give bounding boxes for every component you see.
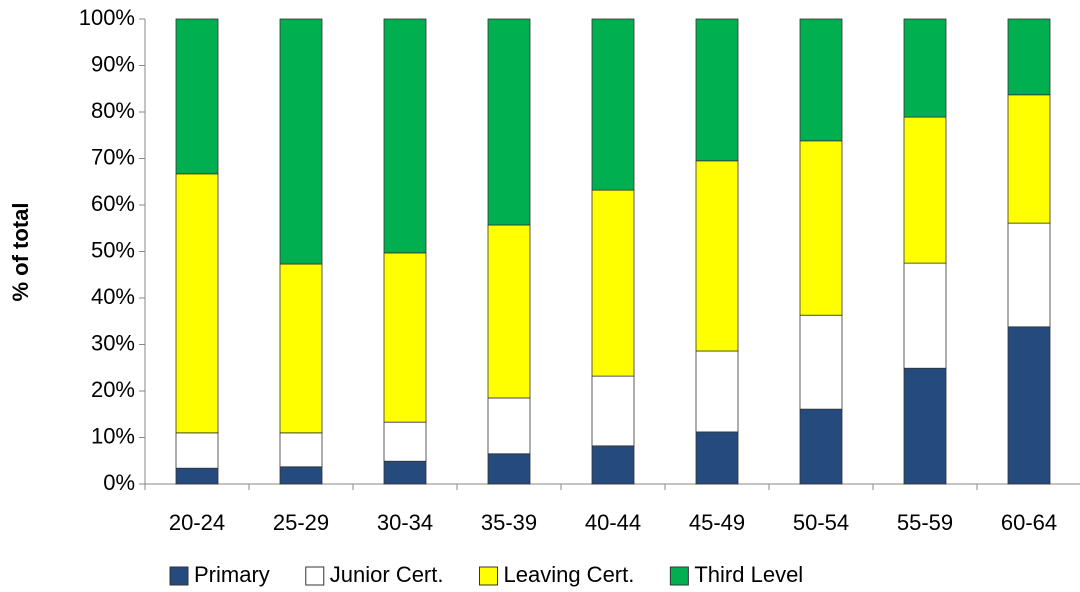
x-tick-label: 35-39 [481, 510, 537, 535]
bar-segment [279, 432, 323, 468]
x-tick-label: 60-64 [1001, 510, 1057, 535]
legend-swatch [669, 566, 689, 586]
y-tick-label: 80% [91, 98, 135, 123]
bar-segment [279, 18, 323, 265]
y-tick-label: 20% [91, 377, 135, 402]
legend-swatch [479, 566, 498, 586]
legend-swatch [305, 566, 325, 586]
bar-segment [175, 432, 219, 469]
bar-segment [279, 466, 323, 485]
y-tick-label: 70% [91, 144, 135, 169]
x-tick-label: 55-59 [897, 510, 953, 535]
bar-segment [487, 18, 531, 226]
bar-segment [1007, 94, 1051, 224]
bar-segment [279, 263, 323, 434]
bar-segment [383, 421, 427, 462]
legend-label: Leaving Cert. [504, 562, 635, 587]
bar-segment [591, 445, 635, 485]
bar-segment [175, 467, 219, 485]
y-tick-label: 90% [91, 51, 135, 76]
bar-segment [487, 453, 531, 485]
bar-segment [383, 18, 427, 254]
y-axis-label: % of total [8, 203, 33, 302]
legend-label: Junior Cert. [330, 562, 444, 587]
bar-segment [903, 367, 947, 485]
bar-segment [799, 314, 843, 410]
bar-segment [903, 262, 947, 369]
bar-segment [175, 173, 219, 434]
y-tick-label: 60% [91, 191, 135, 216]
bar-segment [383, 252, 427, 423]
bar-segment [591, 18, 635, 191]
bar-segment [1007, 222, 1051, 328]
bar-segment [487, 397, 531, 455]
y-tick-label: 100% [79, 5, 135, 30]
bar-segment [903, 18, 947, 118]
bar-segment [799, 140, 843, 316]
x-tick-label: 40-44 [585, 510, 641, 535]
bar-segment [799, 408, 843, 485]
bar-segment [695, 431, 739, 485]
bar-segment [591, 375, 635, 447]
y-tick-label: 50% [91, 237, 135, 262]
bar-segment [487, 224, 531, 399]
y-tick-label: 40% [91, 284, 135, 309]
y-tick-label: 10% [91, 423, 135, 448]
bar-segment [695, 160, 739, 352]
x-tick-label: 25-29 [273, 510, 329, 535]
bar-segment [175, 18, 219, 175]
y-tick-label: 30% [91, 330, 135, 355]
bar-segment [591, 189, 635, 377]
bar-segment [383, 460, 427, 485]
x-tick-label: 45-49 [689, 510, 745, 535]
y-tick-label: 0% [103, 470, 135, 495]
x-tick-label: 50-54 [793, 510, 849, 535]
bar-segment [799, 18, 843, 142]
bar-segment [695, 18, 739, 162]
legend-label: Primary [194, 562, 270, 587]
bar-segment [1007, 326, 1051, 485]
legend-label: Third Level [694, 562, 803, 587]
x-tick-label: 20-24 [169, 510, 225, 535]
x-tick-label: 30-34 [377, 510, 433, 535]
legend-swatch [169, 566, 189, 586]
bar-segment [903, 116, 947, 264]
bar-segment [1007, 18, 1051, 96]
bar-segment [695, 350, 739, 433]
